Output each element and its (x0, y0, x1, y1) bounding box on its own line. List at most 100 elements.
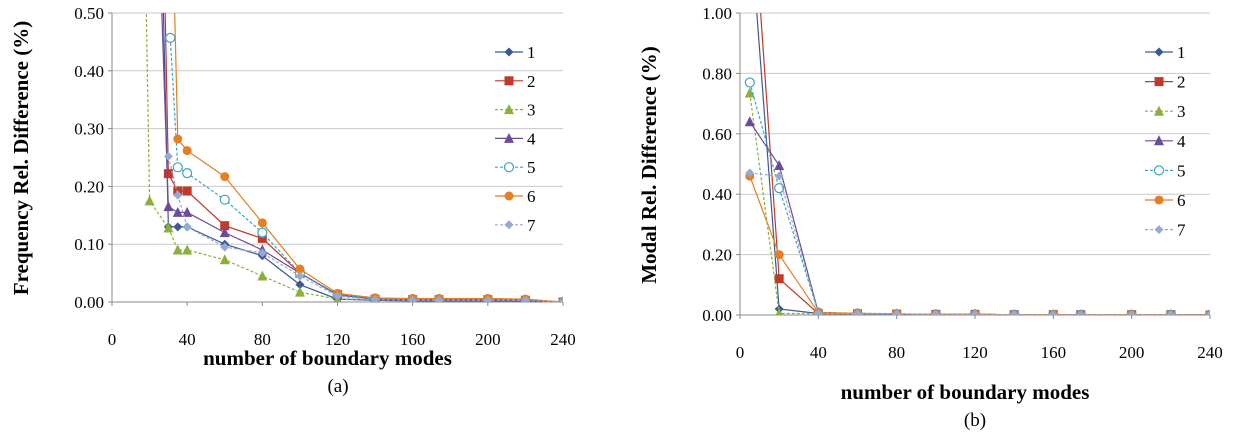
data-point (173, 222, 183, 232)
data-point (163, 222, 174, 233)
y-tick-label: 0.00 (74, 293, 104, 312)
data-point (1205, 310, 1210, 315)
legend-label: 7 (1177, 221, 1186, 240)
data-point (744, 77, 755, 88)
legend-marker (1154, 47, 1164, 57)
x-tick-label: 0 (736, 343, 745, 362)
series-line (174, 13, 563, 302)
data-point (257, 227, 268, 238)
legend-marker (1154, 105, 1164, 116)
legend-item: 6 (495, 187, 536, 206)
x-tick-label: 200 (475, 330, 501, 349)
data-point (774, 250, 784, 260)
data-point (1009, 310, 1019, 315)
legend-item: 7 (1145, 221, 1186, 240)
legend-marker (504, 76, 514, 86)
data-point (295, 271, 305, 281)
legend-label: 7 (527, 216, 536, 235)
legend-marker (504, 47, 514, 57)
series-line (145, 13, 563, 302)
series-line (161, 13, 563, 302)
x-tick-label: 40 (810, 343, 827, 362)
legend-label: 5 (1177, 161, 1186, 180)
y-tick-label: 0.50 (74, 4, 104, 23)
x-axis-title: number of boundary modes (841, 380, 1090, 404)
data-point (165, 32, 176, 43)
data-point (172, 206, 183, 217)
y-tick-label: 0.20 (702, 246, 732, 265)
y-tick-label: 0.80 (702, 64, 732, 83)
legend-marker (503, 162, 515, 173)
data-point (295, 264, 305, 274)
series-line (749, 121, 1210, 315)
data-point (970, 309, 980, 315)
data-point (182, 146, 192, 156)
plot-area (744, 13, 1210, 315)
series-2 (760, 13, 1210, 315)
data-point (775, 307, 783, 315)
legend-item: 2 (495, 72, 536, 91)
x-tick-label: 200 (1119, 343, 1145, 362)
legend: 1 2 3 4 5 6 7 (495, 43, 536, 235)
y-axis-title: Frequency Rel. Difference (%) (9, 21, 33, 295)
legend-marker (504, 191, 514, 201)
legend-item: 4 (495, 129, 536, 148)
legend-label: 4 (1177, 132, 1186, 151)
data-point (774, 171, 784, 181)
legend-marker (1154, 195, 1164, 205)
series-line (760, 13, 1210, 315)
series-1 (756, 13, 1210, 315)
data-point (892, 309, 902, 315)
legend-marker (1154, 77, 1164, 87)
data-point (257, 248, 267, 258)
x-tick-label: 0 (108, 330, 117, 349)
data-point (173, 190, 183, 200)
data-point (745, 168, 755, 178)
data-point (295, 280, 305, 290)
data-point (163, 151, 173, 161)
legend-label: 3 (1177, 102, 1186, 121)
x-axis-title: number of boundary modes (203, 346, 452, 370)
legend-item: 6 (1145, 191, 1186, 210)
data-point (1048, 310, 1058, 315)
series-7 (745, 168, 1210, 315)
y-axis-title: Modal Rel. Difference (%) (637, 46, 661, 284)
legend-item: 4 (1145, 132, 1186, 151)
x-tick-label: 240 (1197, 343, 1223, 362)
data-point (257, 270, 268, 281)
x-tick-label: 120 (325, 330, 351, 349)
data-point (333, 291, 342, 301)
legend-item: 2 (1145, 73, 1186, 92)
series-6 (173, 13, 563, 302)
legend-label: 4 (527, 129, 536, 148)
data-point (813, 308, 823, 315)
data-point (144, 195, 155, 206)
legend-marker (1154, 225, 1164, 235)
data-point (520, 295, 530, 302)
data-point (774, 183, 785, 194)
x-tick-label: 80 (888, 343, 905, 362)
data-point (1076, 310, 1086, 315)
x-tick-label: 120 (962, 343, 988, 362)
data-point (182, 186, 192, 196)
legend-label: 6 (527, 187, 536, 206)
data-point (220, 221, 230, 231)
data-point (558, 297, 563, 302)
chart-a: 0.000.100.200.300.400.500 40 80 120 160 200 24… (9, 4, 576, 397)
y-tick-label: 0.60 (702, 125, 732, 144)
data-point (1166, 310, 1176, 315)
legend-item: 1 (495, 43, 536, 62)
data-point (182, 222, 192, 232)
y-tick-label: 1.00 (702, 4, 732, 23)
series-7 (163, 151, 563, 302)
x-tick-label: 240 (550, 330, 576, 349)
data-point (182, 168, 193, 179)
data-point (220, 172, 230, 182)
data-point (483, 295, 493, 302)
series-line (169, 37, 563, 302)
data-point (434, 295, 444, 302)
data-point (257, 218, 267, 228)
y-tick-label: 0.10 (74, 235, 104, 254)
y-tick-label: 0.30 (74, 120, 104, 139)
